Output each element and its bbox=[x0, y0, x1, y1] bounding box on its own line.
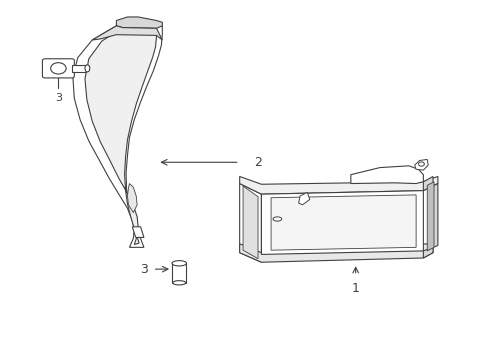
Polygon shape bbox=[127, 184, 137, 213]
Text: 2: 2 bbox=[254, 156, 262, 169]
Polygon shape bbox=[423, 176, 437, 258]
Polygon shape bbox=[298, 192, 309, 205]
Polygon shape bbox=[261, 191, 423, 255]
Polygon shape bbox=[270, 195, 415, 250]
Text: 1: 1 bbox=[351, 282, 359, 294]
Ellipse shape bbox=[172, 261, 186, 266]
Polygon shape bbox=[243, 186, 258, 259]
Bar bbox=[172, 263, 186, 283]
Circle shape bbox=[418, 162, 424, 166]
Polygon shape bbox=[132, 227, 143, 238]
Polygon shape bbox=[414, 159, 427, 170]
Polygon shape bbox=[92, 26, 162, 40]
Polygon shape bbox=[350, 166, 423, 184]
Ellipse shape bbox=[272, 217, 281, 221]
Polygon shape bbox=[239, 176, 437, 194]
Polygon shape bbox=[239, 244, 432, 262]
Polygon shape bbox=[427, 182, 433, 251]
Text: 3: 3 bbox=[55, 94, 62, 103]
Polygon shape bbox=[239, 184, 261, 262]
Polygon shape bbox=[73, 26, 162, 247]
Ellipse shape bbox=[85, 65, 90, 72]
Polygon shape bbox=[85, 28, 156, 244]
Bar bbox=[72, 65, 87, 72]
Text: 3: 3 bbox=[140, 263, 147, 276]
Polygon shape bbox=[116, 17, 162, 28]
Circle shape bbox=[51, 63, 66, 74]
FancyBboxPatch shape bbox=[42, 59, 74, 78]
Ellipse shape bbox=[172, 281, 185, 285]
